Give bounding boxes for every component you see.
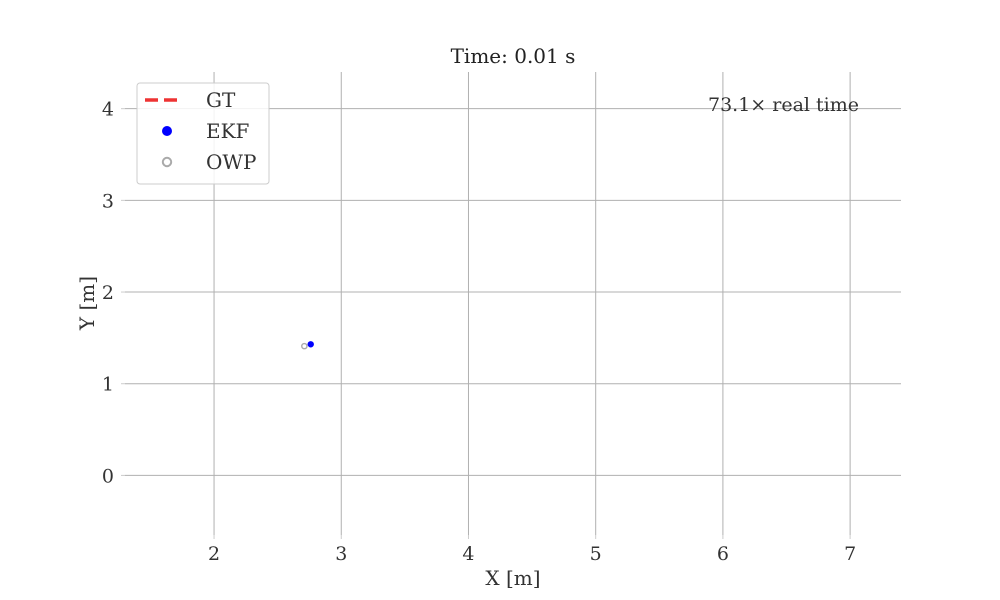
- x-tick-label: 3: [335, 543, 347, 565]
- y-tick-label: 1: [102, 374, 114, 396]
- legend-owp-label: OWP: [206, 150, 256, 174]
- y-tick-label: 4: [102, 99, 114, 121]
- y-tick-label: 2: [102, 282, 114, 304]
- y-tick-label: 0: [102, 465, 114, 487]
- x-tick-label: 6: [717, 543, 729, 565]
- legend: GT EKF OWP: [136, 82, 270, 185]
- y-tick-labels: 0 1 2 3 4: [102, 99, 114, 488]
- ekf-point: [307, 341, 314, 348]
- x-tick-label: 7: [844, 543, 856, 565]
- legend-ekf-label: EKF: [206, 119, 250, 143]
- legend-entries: GT EKF OWP: [145, 88, 256, 174]
- x-tick-label: 2: [208, 543, 220, 565]
- x-axis-label: X [m]: [485, 566, 540, 590]
- y-axis-label: Y [m]: [75, 276, 99, 331]
- legend-ekf-marker: [162, 126, 172, 136]
- x-tick-labels: 2 3 4 5 6 7: [208, 543, 856, 565]
- x-tick-label: 4: [462, 543, 474, 565]
- y-tick-label: 3: [102, 190, 114, 212]
- legend-owp-marker: [161, 156, 173, 168]
- data-points: [301, 341, 314, 350]
- legend-gt-label: GT: [206, 88, 236, 112]
- x-tick-label: 5: [590, 543, 602, 565]
- chart-title: Time: 0.01 s: [451, 44, 576, 68]
- real-time-annotation: 73.1× real time: [708, 94, 859, 116]
- owp-point: [301, 342, 308, 350]
